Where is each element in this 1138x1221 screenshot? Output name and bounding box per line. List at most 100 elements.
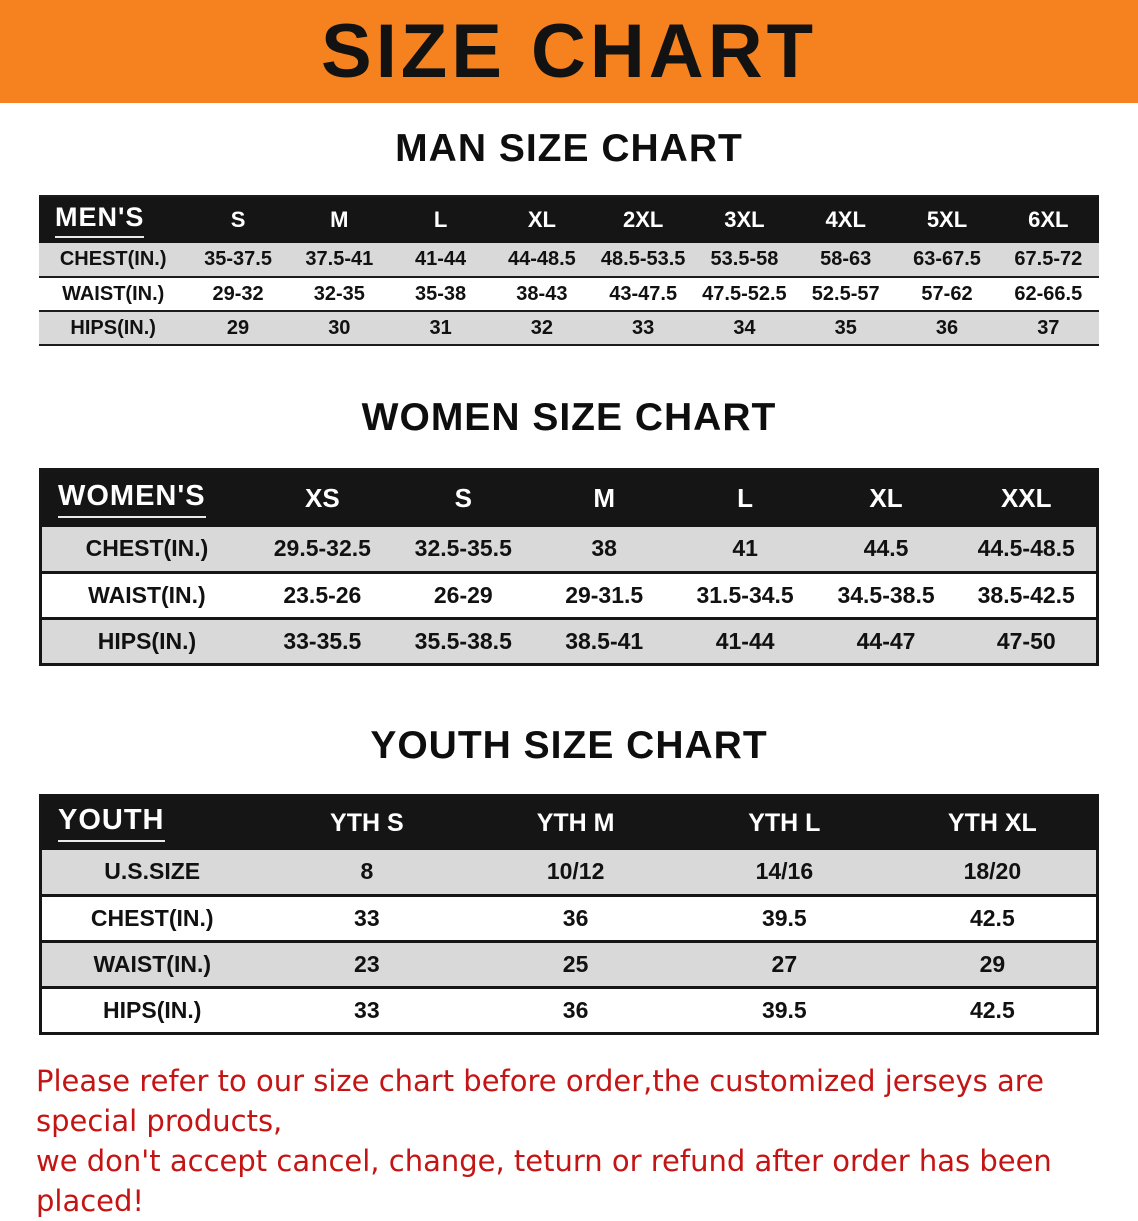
size-chart-banner: SIZE CHART bbox=[0, 0, 1138, 103]
size-value-cell: 33 bbox=[592, 311, 694, 346]
row-label: WAIST(IN.) bbox=[39, 277, 188, 312]
size-value-cell: 18/20 bbox=[888, 849, 1098, 897]
men-table-label-text: MEN'S bbox=[55, 202, 145, 238]
row-label: CHEST(IN.) bbox=[39, 243, 188, 278]
men-table-label: MEN'S bbox=[39, 196, 188, 243]
size-value-cell: 42.5 bbox=[888, 895, 1098, 943]
size-value-cell: 38 bbox=[533, 526, 675, 574]
size-value-cell: 38.5-41 bbox=[533, 618, 675, 666]
column-header-5xl: 5XL bbox=[896, 196, 998, 243]
row-label: U.S.SIZE bbox=[40, 849, 263, 897]
table-row: CHEST(IN.) 33 36 39.5 42.5 bbox=[40, 895, 1098, 943]
size-value-cell: 58-63 bbox=[795, 243, 897, 278]
size-value-cell: 29 bbox=[888, 941, 1098, 989]
row-label: HIPS(IN.) bbox=[40, 987, 263, 1035]
women-table-label: WOMEN'S bbox=[40, 469, 252, 527]
size-value-cell: 14/16 bbox=[679, 849, 889, 897]
size-value-cell: 29-31.5 bbox=[533, 572, 675, 620]
size-value-cell: 43-47.5 bbox=[592, 277, 694, 312]
size-value-cell: 34.5-38.5 bbox=[815, 572, 957, 620]
column-header-6xl: 6XL bbox=[997, 196, 1099, 243]
size-value-cell: 38.5-42.5 bbox=[956, 572, 1098, 620]
youth-section-heading: YOUTH SIZE CHART bbox=[370, 724, 768, 767]
column-header-xl: XL bbox=[491, 196, 593, 243]
table-row: U.S.SIZE 8 10/12 14/16 18/20 bbox=[40, 849, 1098, 897]
men-header-row: MEN'S S M L XL 2XL 3XL 4XL 5XL 6XL bbox=[39, 196, 1099, 243]
size-value-cell: 35-38 bbox=[389, 277, 492, 312]
size-value-cell: 48.5-53.5 bbox=[592, 243, 694, 278]
size-value-cell: 32-35 bbox=[288, 277, 390, 312]
size-value-cell: 33-35.5 bbox=[251, 618, 393, 666]
size-value-cell: 31.5-34.5 bbox=[674, 572, 816, 620]
size-value-cell: 32 bbox=[491, 311, 593, 346]
size-value-cell: 29 bbox=[187, 311, 289, 346]
size-value-cell: 44-47 bbox=[815, 618, 957, 666]
size-value-cell: 52.5-57 bbox=[795, 277, 897, 312]
size-value-cell: 42.5 bbox=[888, 987, 1098, 1035]
size-value-cell: 41 bbox=[674, 526, 816, 574]
row-label: CHEST(IN.) bbox=[40, 526, 252, 574]
women-size-table: WOMEN'S XS S M L XL XXL CHEST(IN.) 29.5-32.5 32.5… bbox=[39, 468, 1099, 666]
youth-size-table: YOUTH YTH S YTH M YTH L YTH XL U.S.SIZE 8 10/12… bbox=[39, 794, 1099, 1035]
size-value-cell: 41-44 bbox=[674, 618, 816, 666]
banner-title: SIZE CHART bbox=[321, 8, 817, 94]
disclaimer-line-1: Please refer to our size chart before or… bbox=[36, 1064, 1044, 1139]
size-value-cell: 39.5 bbox=[679, 987, 889, 1035]
table-row: CHEST(IN.) 35-37.5 37.5-41 41-44 44-48.5 48.5… bbox=[39, 243, 1099, 278]
size-value-cell: 23 bbox=[262, 941, 472, 989]
column-header-3xl: 3XL bbox=[693, 196, 796, 243]
youth-table-label: YOUTH bbox=[40, 795, 263, 850]
size-value-cell: 57-62 bbox=[896, 277, 998, 312]
disclaimer-line-2: we don't accept cancel, change, teturn o… bbox=[36, 1144, 1052, 1219]
men-section-heading: MAN SIZE CHART bbox=[395, 127, 743, 170]
size-value-cell: 32.5-35.5 bbox=[392, 526, 534, 574]
size-value-cell: 44.5-48.5 bbox=[956, 526, 1098, 574]
column-header-yth-m: YTH M bbox=[471, 795, 680, 850]
row-label: HIPS(IN.) bbox=[39, 311, 188, 346]
column-header-2xl: 2XL bbox=[592, 196, 694, 243]
table-row: HIPS(IN.) 29 30 31 32 33 34 35 36 37 bbox=[39, 311, 1099, 346]
column-header-m: M bbox=[288, 196, 390, 243]
column-header-yth-s: YTH S bbox=[262, 795, 472, 850]
table-row: CHEST(IN.) 29.5-32.5 32.5-35.5 38 41 44.5 44.5… bbox=[40, 526, 1098, 574]
column-header-s: S bbox=[392, 469, 534, 527]
size-value-cell: 36 bbox=[896, 311, 998, 346]
size-value-cell: 67.5-72 bbox=[997, 243, 1099, 278]
size-value-cell: 36 bbox=[471, 895, 680, 943]
women-section-heading: WOMEN SIZE CHART bbox=[361, 396, 777, 439]
column-header-yth-l: YTH L bbox=[679, 795, 889, 850]
size-value-cell: 27 bbox=[679, 941, 889, 989]
size-value-cell: 35 bbox=[795, 311, 897, 346]
column-header-s: S bbox=[187, 196, 289, 243]
size-value-cell: 47.5-52.5 bbox=[693, 277, 796, 312]
size-value-cell: 37 bbox=[997, 311, 1099, 346]
size-value-cell: 33 bbox=[262, 895, 472, 943]
size-value-cell: 41-44 bbox=[389, 243, 492, 278]
table-row: HIPS(IN.) 33 36 39.5 42.5 bbox=[40, 987, 1098, 1035]
women-table-label-text: WOMEN'S bbox=[58, 480, 206, 518]
column-header-l: L bbox=[389, 196, 492, 243]
youth-table-label-text: YOUTH bbox=[58, 804, 165, 843]
size-value-cell: 39.5 bbox=[679, 895, 889, 943]
size-value-cell: 63-67.5 bbox=[896, 243, 998, 278]
size-value-cell: 10/12 bbox=[471, 849, 680, 897]
row-label: CHEST(IN.) bbox=[40, 895, 263, 943]
column-header-yth-xl: YTH XL bbox=[888, 795, 1098, 850]
size-value-cell: 33 bbox=[262, 987, 472, 1035]
size-value-cell: 37.5-41 bbox=[288, 243, 390, 278]
column-header-4xl: 4XL bbox=[795, 196, 897, 243]
column-header-m: M bbox=[533, 469, 675, 527]
women-header-row: WOMEN'S XS S M L XL XXL bbox=[40, 469, 1098, 527]
row-label: WAIST(IN.) bbox=[40, 572, 252, 620]
column-header-l: L bbox=[674, 469, 816, 527]
table-row: WAIST(IN.) 23 25 27 29 bbox=[40, 941, 1098, 989]
column-header-xs: XS bbox=[251, 469, 393, 527]
size-value-cell: 30 bbox=[288, 311, 390, 346]
size-value-cell: 53.5-58 bbox=[693, 243, 796, 278]
size-value-cell: 23.5-26 bbox=[251, 572, 393, 620]
column-header-xl: XL bbox=[815, 469, 957, 527]
size-value-cell: 38-43 bbox=[491, 277, 593, 312]
column-header-xxl: XXL bbox=[956, 469, 1098, 527]
size-value-cell: 36 bbox=[471, 987, 680, 1035]
men-size-table: MEN'S S M L XL 2XL 3XL 4XL 5XL 6XL CHEST(IN.) 35-37… bbox=[39, 195, 1099, 346]
